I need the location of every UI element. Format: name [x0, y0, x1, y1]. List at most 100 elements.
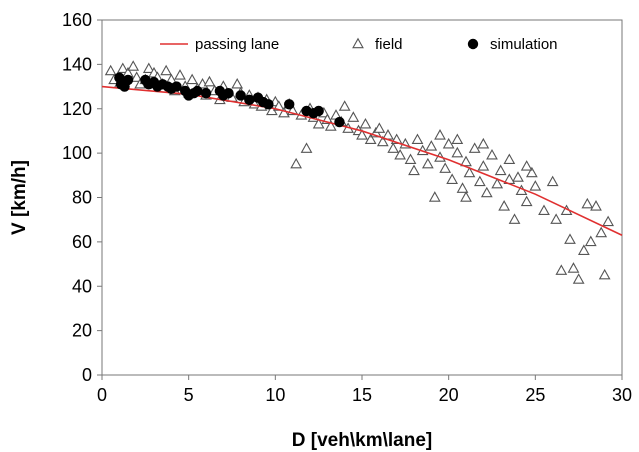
- simulation-point: [171, 81, 182, 92]
- field-point: [359, 117, 372, 129]
- simulation-point: [192, 85, 203, 97]
- field-point: [324, 120, 337, 131]
- field-point: [394, 149, 407, 160]
- field-point: [408, 164, 420, 176]
- simulation-point: [162, 81, 174, 92]
- field-point: [595, 226, 608, 238]
- field-point: [602, 215, 615, 227]
- simulation-point: [284, 99, 295, 110]
- simulation-point: [263, 99, 274, 110]
- x-axis-title: D [veh\km\lane]: [292, 430, 432, 451]
- field-point: [486, 149, 498, 160]
- field-point: [598, 268, 611, 280]
- field-point: [529, 180, 542, 191]
- x-tick-label: 0: [97, 385, 107, 405]
- field-point: [428, 191, 441, 202]
- field-point: [290, 157, 303, 169]
- field-point: [520, 195, 533, 207]
- field-point: [451, 133, 464, 145]
- field-point: [480, 186, 493, 198]
- field-point: [373, 122, 386, 133]
- field-point: [508, 213, 521, 224]
- field-point: [463, 166, 476, 178]
- field-point: [446, 173, 459, 184]
- x-tick-label: 25: [525, 385, 545, 405]
- field-point: [572, 273, 585, 284]
- y-tick-label: 60: [72, 232, 92, 252]
- field-point: [347, 111, 360, 122]
- field-point: [581, 197, 594, 209]
- y-tick-label: 100: [62, 143, 92, 163]
- field-point: [356, 129, 368, 140]
- field-point: [142, 62, 155, 74]
- plot-area: [101, 60, 623, 284]
- field-point: [186, 73, 199, 85]
- field-point: [411, 133, 424, 145]
- x-tick-label: 20: [439, 385, 459, 405]
- field-point: [520, 160, 533, 171]
- y-axis-title: V [km/h]: [9, 160, 30, 235]
- field-point: [387, 142, 400, 153]
- field-point: [512, 171, 524, 182]
- x-tick-label: 10: [265, 385, 285, 405]
- field-point: [404, 153, 417, 164]
- field-point: [491, 177, 504, 189]
- x-tick-label: 15: [352, 385, 372, 405]
- field-point: [584, 235, 597, 247]
- field-point: [503, 153, 516, 164]
- axes: 0 20 40 60 80 100 120 140 160 0 5 10 15 20 25 30: [62, 10, 632, 405]
- y-tick-label: 20: [72, 321, 92, 341]
- field-point: [456, 182, 469, 193]
- field-point: [364, 133, 377, 145]
- y-tick-label: 40: [72, 276, 92, 296]
- field-point: [590, 200, 602, 211]
- field-point: [525, 166, 538, 178]
- simulation-point: [200, 88, 212, 99]
- simulation-point: [223, 88, 234, 99]
- legend-label-field: field: [375, 36, 403, 53]
- y-tick-label: 80: [72, 188, 92, 208]
- legend-circle-swatch: [467, 38, 479, 50]
- field-point: [477, 160, 490, 171]
- field-point: [451, 146, 464, 158]
- field-point: [473, 175, 486, 187]
- field-point: [567, 262, 580, 273]
- field-point: [203, 75, 216, 87]
- y-tick-label: 120: [62, 99, 92, 119]
- simulation-point: [244, 94, 255, 106]
- field-point: [468, 142, 481, 153]
- field-point: [130, 71, 143, 82]
- simulation-point: [235, 90, 246, 101]
- y-tick-label: 160: [62, 10, 92, 30]
- legend-label-passing-lane: passing lane: [195, 36, 279, 53]
- legend: passing lane field simulation: [160, 36, 558, 53]
- field-point: [555, 264, 568, 275]
- legend-triangle-swatch: [352, 37, 364, 49]
- y-tick-label: 140: [62, 54, 92, 74]
- field-point: [160, 64, 173, 76]
- field-point: [564, 233, 576, 244]
- field-point: [434, 129, 446, 140]
- field-point: [300, 142, 313, 153]
- field-point: [577, 244, 590, 255]
- field-point: [338, 100, 351, 111]
- simulation-point: [122, 74, 134, 86]
- field-point: [546, 175, 559, 187]
- field-point: [550, 213, 563, 224]
- field-point: [421, 157, 434, 169]
- field-point: [174, 69, 186, 80]
- field-point: [127, 60, 140, 71]
- field-point: [460, 155, 472, 167]
- field-point: [116, 62, 129, 74]
- field-point: [104, 64, 117, 76]
- simulation-point: [313, 105, 324, 117]
- field-point: [376, 135, 389, 147]
- field-point: [494, 164, 507, 176]
- field-point: [498, 200, 511, 211]
- field-point: [312, 117, 325, 129]
- legend-label-simulation: simulation: [490, 36, 558, 53]
- field-point: [439, 162, 452, 173]
- field-point: [477, 137, 490, 149]
